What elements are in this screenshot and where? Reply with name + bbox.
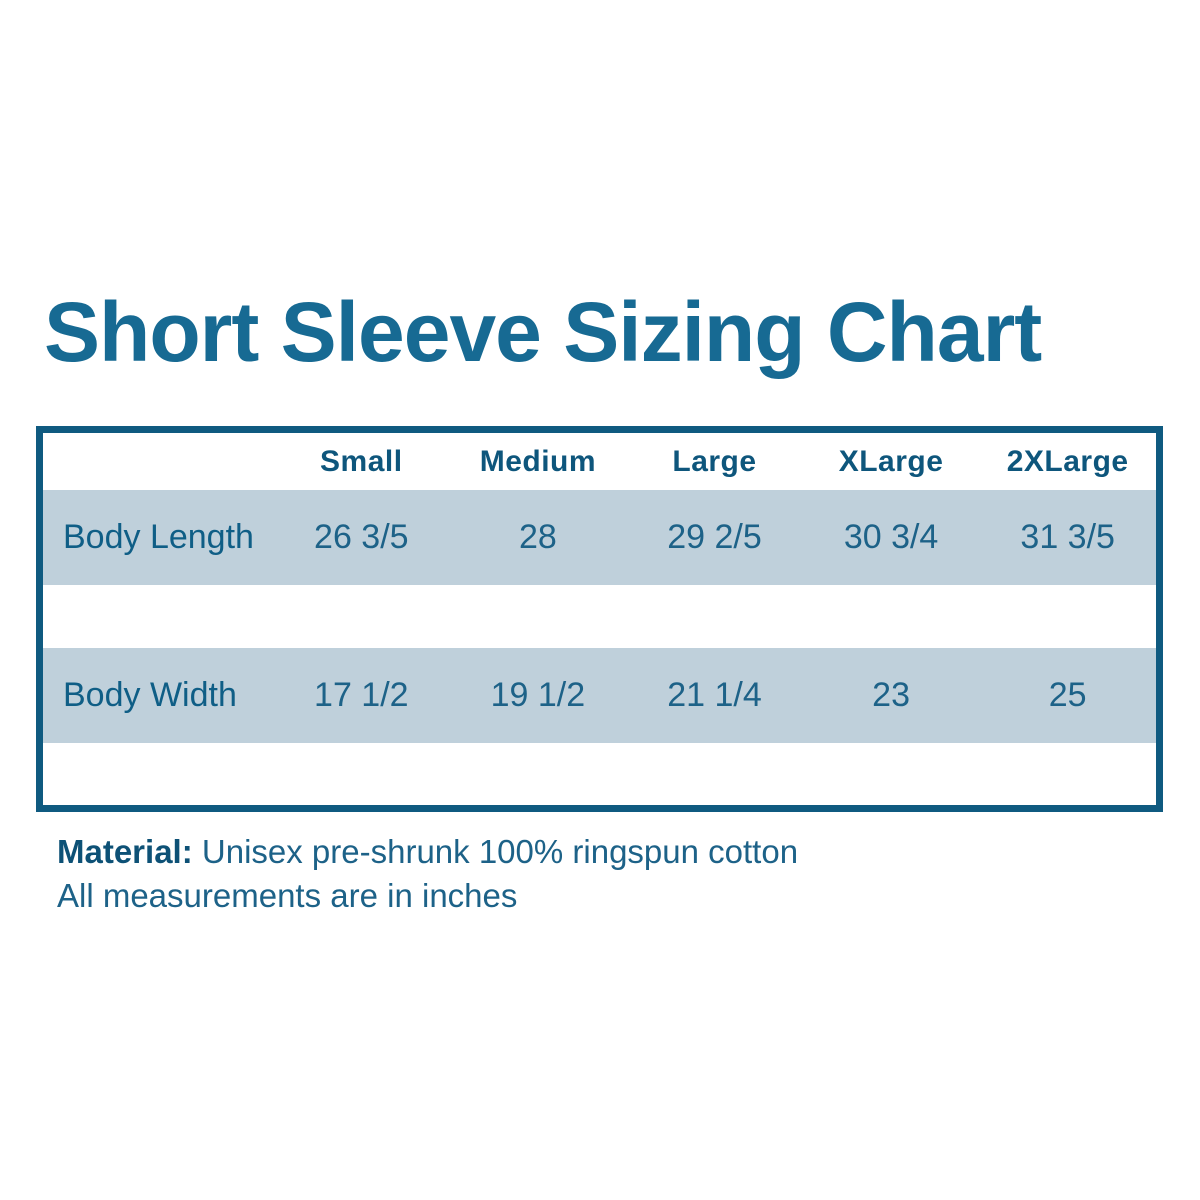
column-header-large: Large (672, 444, 757, 478)
body-length-2xlarge: 31 3/5 (1020, 518, 1115, 556)
body-width-2xlarge: 25 (1048, 676, 1087, 714)
row-label-body-width: Body Width (63, 676, 237, 714)
spacer-row-bottom (43, 743, 1156, 805)
body-width-small: 17 1/2 (314, 676, 409, 714)
body-width-medium: 19 1/2 (490, 676, 586, 714)
body-width-large: 21 1/4 (667, 676, 762, 714)
row-label-body-length: Body Length (63, 518, 254, 556)
body-length-large: 29 2/5 (667, 518, 762, 556)
table-header-row: Small Medium Large XLarge 2XLarge (43, 433, 1156, 490)
material-value: Unisex pre-shrunk 100% ringspun cotton (201, 833, 799, 870)
spacer-row (43, 585, 1156, 648)
page-title: Short Sleeve Sizing Chart (44, 285, 1042, 379)
body-length-xlarge: 30 3/4 (843, 518, 939, 556)
column-header-xlarge: XLarge (838, 444, 944, 478)
body-length-small: 26 3/5 (314, 518, 409, 556)
footer-notes: Material: Unisex pre-shrunk 100% ringspu… (57, 830, 798, 918)
measurements-note: All measurements are in inches (57, 877, 518, 914)
column-header-medium: Medium (479, 444, 597, 478)
material-note: Material: Unisex pre-shrunk 100% ringspu… (57, 830, 798, 874)
sizing-table: Small Medium Large XLarge 2XLarge Body L… (36, 426, 1163, 812)
body-width-xlarge: 23 (872, 676, 910, 714)
column-header-small: Small (320, 444, 403, 478)
column-header-2xlarge: 2XLarge (1006, 444, 1129, 478)
body-length-medium: 28 (518, 518, 557, 556)
table-row-body-width: Body Width 17 1/2 19 1/2 21 1/4 23 25 (43, 648, 1156, 743)
material-label: Material: (57, 833, 193, 870)
table-row-body-length: Body Length 26 3/5 28 29 2/5 30 3/4 31 3… (43, 490, 1156, 585)
